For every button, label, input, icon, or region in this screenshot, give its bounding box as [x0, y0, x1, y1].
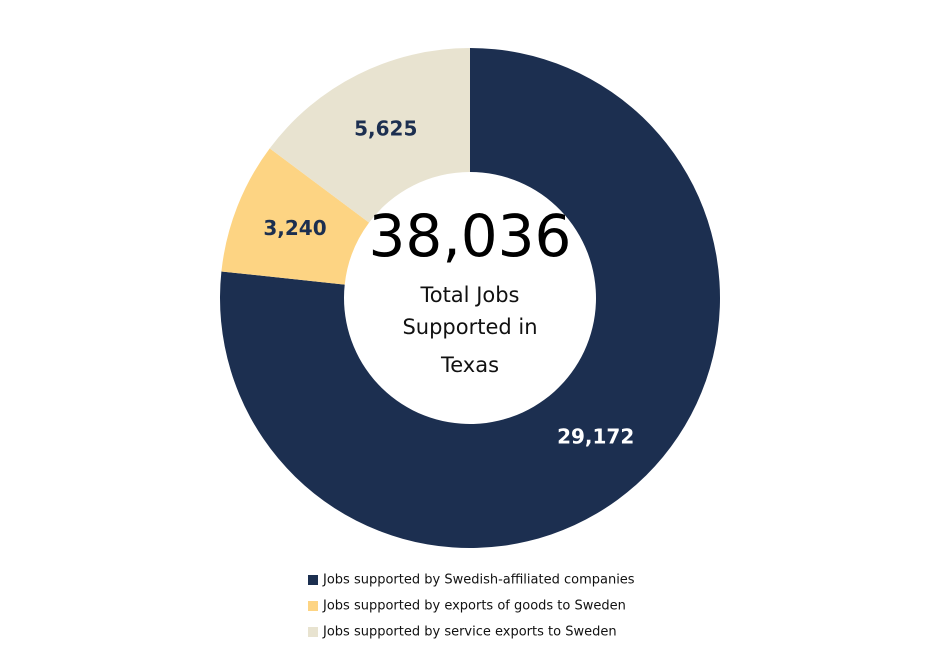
value-label: 5,625: [354, 116, 417, 140]
legend-label: Jobs supported by exports of goods to Sw…: [322, 599, 626, 614]
center-label: Supported in: [402, 315, 537, 339]
legend-swatch: [308, 601, 318, 611]
value-label: 29,172: [557, 424, 634, 448]
center-label: Texas: [440, 353, 499, 377]
donut-slice: [269, 48, 470, 223]
legend-label: Jobs supported by Swedish-affiliated com…: [322, 573, 635, 588]
legend-swatch: [308, 575, 318, 585]
donut-slice: [219, 48, 720, 548]
value-label: 3,240: [263, 216, 326, 240]
legend-swatch: [308, 627, 318, 637]
center-value: 38,036: [369, 202, 572, 270]
center-label: Total Jobs: [419, 283, 519, 307]
donut-slice: [221, 148, 370, 285]
legend-label: Jobs supported by service exports to Swe…: [322, 625, 617, 640]
